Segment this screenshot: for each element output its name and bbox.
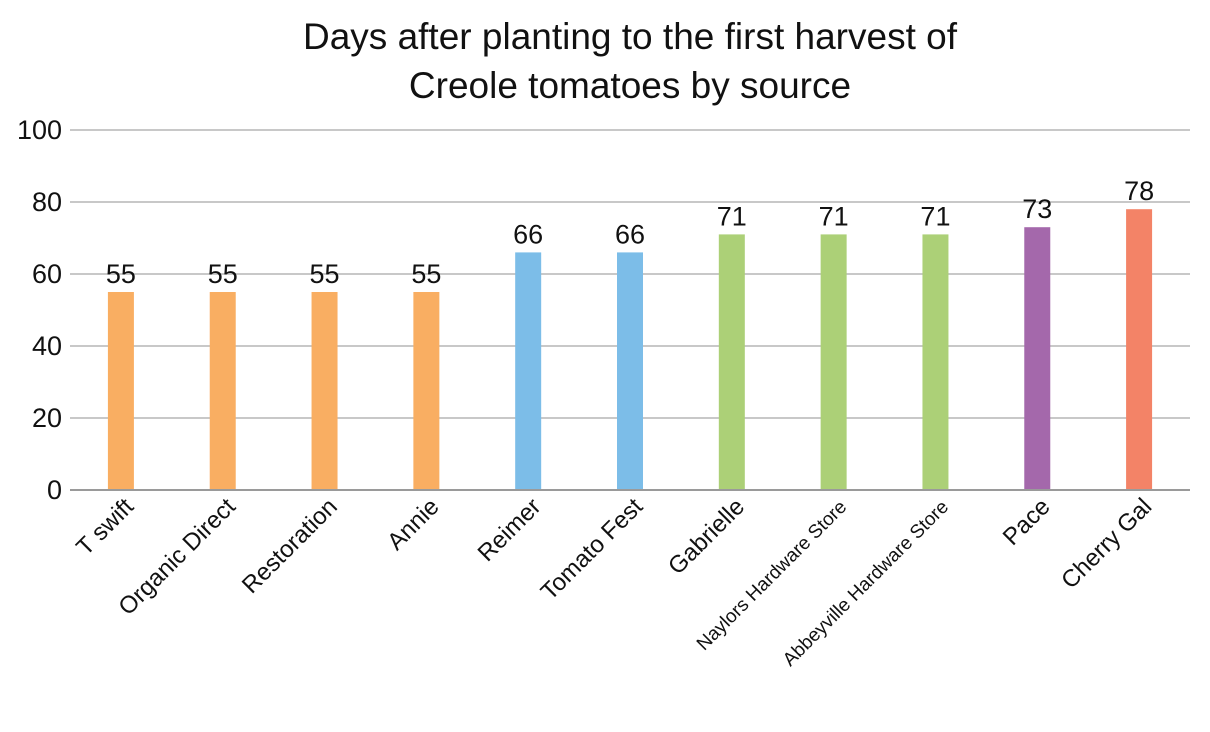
x-tick-label: Annie (382, 493, 445, 556)
y-axis-ticks: 0 20 40 60 80 100 (17, 115, 62, 505)
x-tick-label: Cherry Gal (1056, 493, 1157, 594)
bar (922, 234, 949, 490)
y-tick-label: 20 (32, 403, 62, 433)
x-tick-label: Reimer (473, 493, 547, 567)
chart-title-line-2: Creole tomatoes by source (408, 65, 852, 106)
y-tick-label: 0 (47, 475, 62, 505)
data-labels: 55 55 55 55 66 66 71 71 71 73 78 (106, 176, 1154, 289)
data-label: 66 (513, 219, 543, 249)
data-label: 55 (208, 259, 238, 289)
x-tick-label: T swift (71, 493, 139, 561)
data-label: 55 (310, 259, 340, 289)
data-label: 78 (1124, 176, 1154, 206)
data-label: 55 (106, 259, 136, 289)
data-label: 71 (819, 201, 849, 231)
y-tick-label: 80 (32, 187, 62, 217)
x-tick-label: Restoration (237, 493, 343, 599)
x-tick-label: Pace (998, 493, 1056, 551)
data-label: 71 (717, 201, 747, 231)
data-label: 73 (1022, 194, 1052, 224)
chart-title: Days after planting to the first harvest… (230, 12, 1030, 110)
bar (311, 292, 338, 490)
bar (718, 234, 745, 490)
x-tick-label: Gabrielle (663, 493, 750, 580)
data-label: 55 (411, 259, 441, 289)
y-tick-label: 40 (32, 331, 62, 361)
x-tick-label: Tomato Fest (536, 493, 649, 606)
bar (820, 234, 847, 490)
bar (1126, 209, 1153, 490)
x-tick-label: Abbeyville Hardware Store (779, 497, 953, 671)
bar (1024, 227, 1051, 490)
bar (209, 292, 236, 490)
data-label: 66 (615, 219, 645, 249)
chart-title-line-1: Days after planting to the first harvest… (303, 16, 957, 57)
bar (617, 252, 643, 490)
bar (413, 292, 440, 490)
y-tick-label: 60 (32, 259, 62, 289)
data-label: 71 (920, 201, 950, 231)
y-tick-label: 100 (17, 115, 62, 145)
bar (515, 252, 542, 490)
bars (107, 209, 1153, 490)
bar (107, 292, 134, 490)
